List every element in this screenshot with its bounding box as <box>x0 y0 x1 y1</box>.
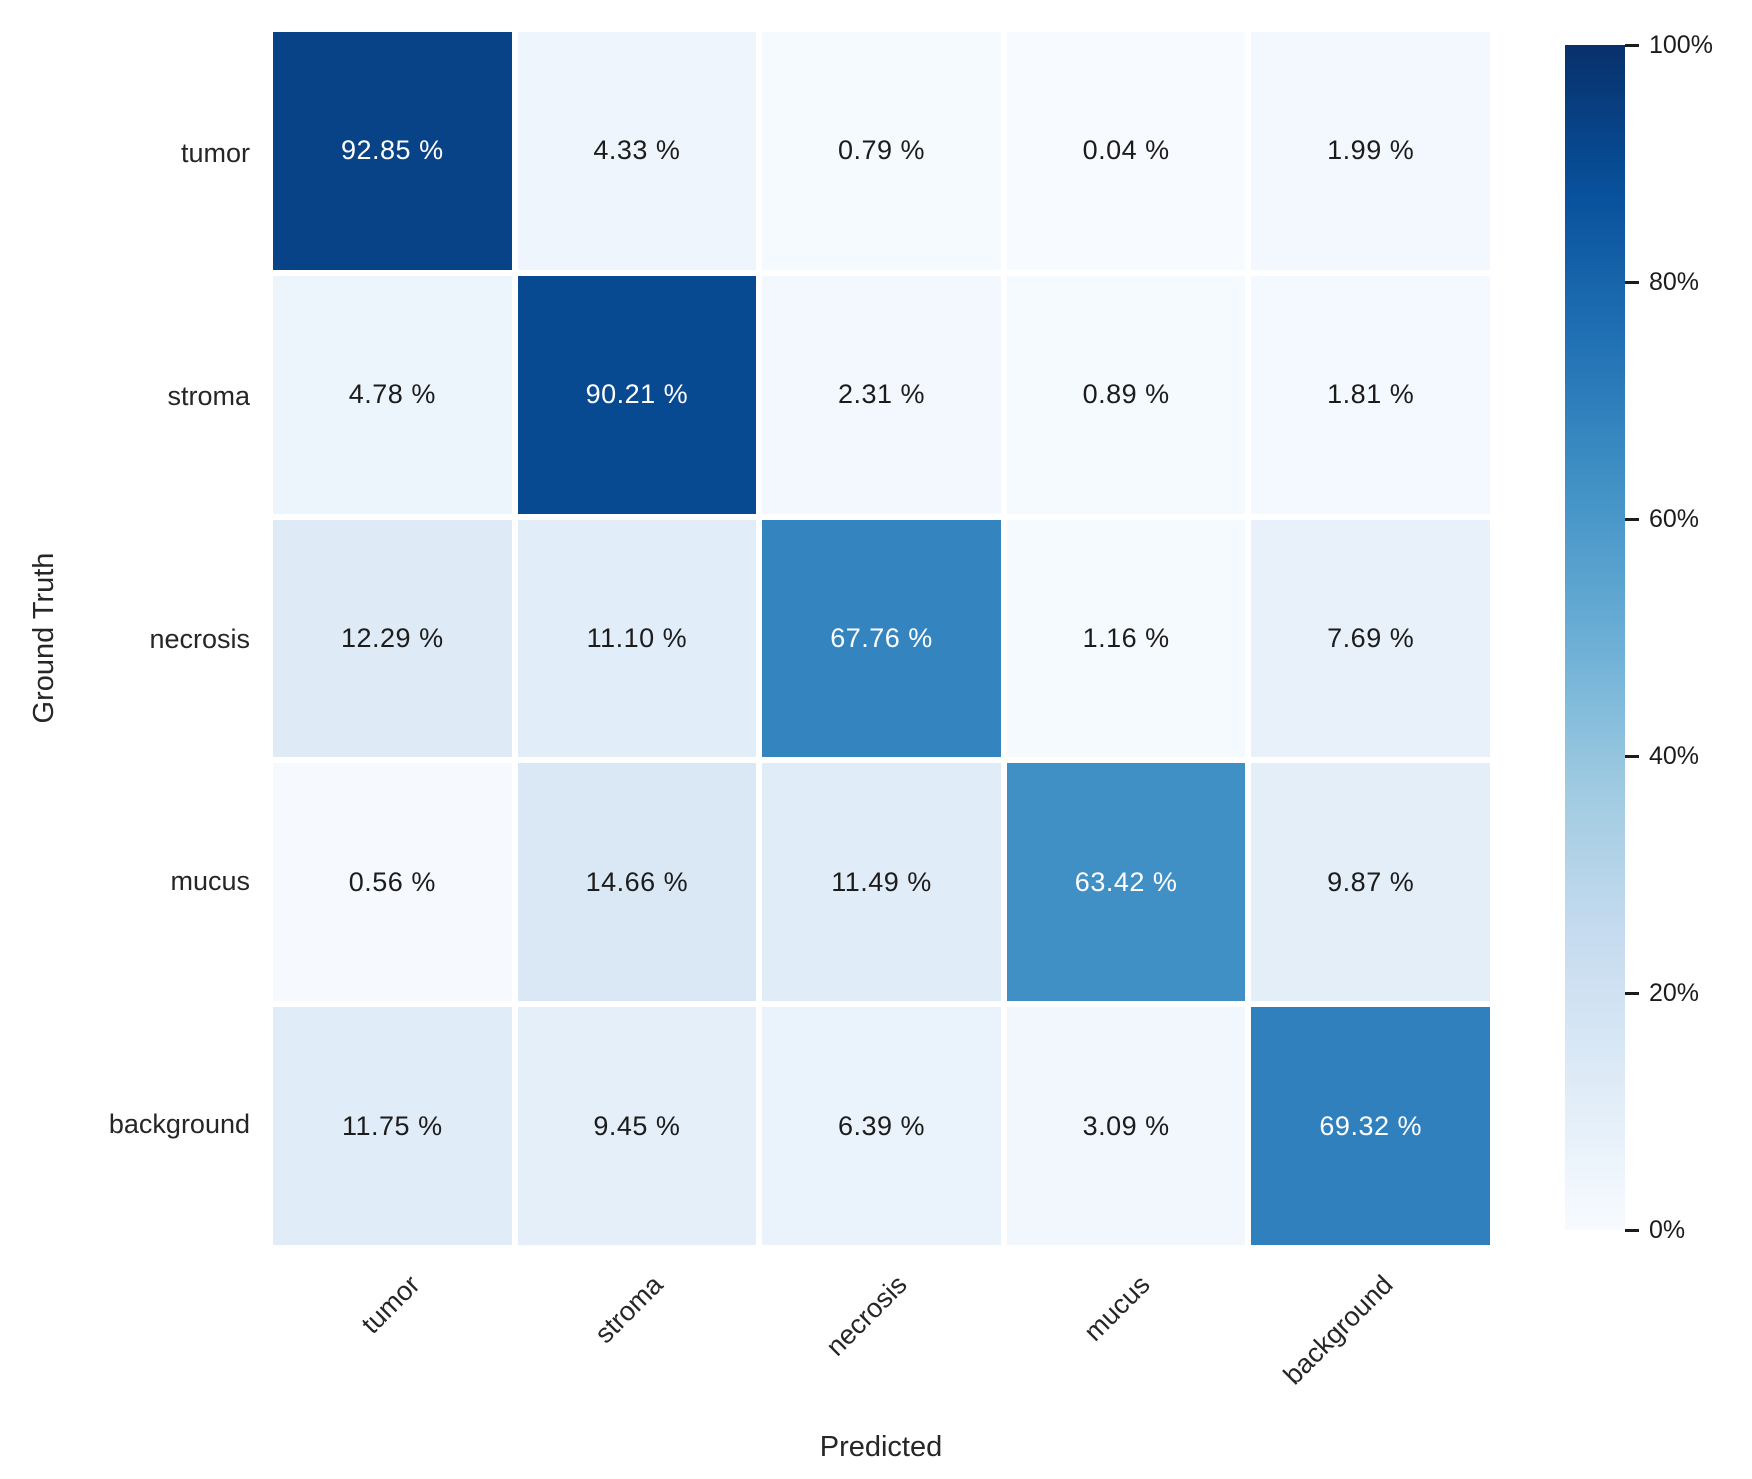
matrix-cell-tumor-stroma: 4.33 % <box>517 32 757 270</box>
colorbar-tick-label-40%: 40% <box>1649 742 1700 770</box>
colorbar-tick-mark <box>1625 1228 1639 1232</box>
confusion-matrix-grid: 92.85 % 4.33 % 0.79 % 0.04 % 1.99 % 4.78 % 90.… <box>273 32 1490 1245</box>
matrix-cell-tumor-mucus: 0.04 % <box>1006 32 1246 270</box>
matrix-cell-stroma-background: 1.81 % <box>1251 275 1490 514</box>
colorbar-tick-mark <box>1625 43 1639 47</box>
y-tick-label-stroma: stroma <box>167 380 250 411</box>
matrix-cell-background-background: 69.32 % <box>1251 1007 1490 1245</box>
x-tick-label-mucus: mucus <box>1078 1269 1156 1347</box>
colorbar-tick-mark <box>1625 517 1639 521</box>
x-tick-label-tumor: tumor <box>355 1269 426 1340</box>
colorbar <box>1565 45 1625 1230</box>
matrix-cell-necrosis-necrosis: 67.76 % <box>762 519 1001 758</box>
y-tick-label-background: background <box>108 1108 250 1139</box>
matrix-cell-mucus-mucus: 63.42 % <box>1006 763 1246 1002</box>
matrix-cell-background-tumor: 11.75 % <box>273 1007 512 1245</box>
matrix-cell-mucus-tumor: 0.56 % <box>273 763 512 1002</box>
x-tick-label-stroma: stroma <box>589 1269 669 1349</box>
matrix-cell-background-necrosis: 6.39 % <box>762 1007 1001 1245</box>
colorbar-tick-label-60%: 60% <box>1649 505 1700 533</box>
matrix-cell-background-mucus: 3.09 % <box>1006 1007 1246 1245</box>
y-tick-label-necrosis: necrosis <box>149 623 250 654</box>
matrix-cell-stroma-stroma: 90.21 % <box>517 275 757 514</box>
matrix-cell-necrosis-background: 7.69 % <box>1251 519 1490 758</box>
matrix-cell-mucus-stroma: 14.66 % <box>517 763 757 1002</box>
matrix-cell-stroma-tumor: 4.78 % <box>273 275 512 514</box>
colorbar-tick-mark <box>1625 754 1639 758</box>
y-tick-label-tumor: tumor <box>180 138 250 169</box>
colorbar-tick-label-0%: 0% <box>1649 1216 1686 1244</box>
matrix-cell-necrosis-mucus: 1.16 % <box>1006 519 1246 758</box>
matrix-cell-tumor-background: 1.99 % <box>1251 32 1490 270</box>
colorbar-tick-mark <box>1625 280 1639 284</box>
matrix-cell-necrosis-stroma: 11.10 % <box>517 519 757 758</box>
matrix-cell-background-stroma: 9.45 % <box>517 1007 757 1245</box>
matrix-cell-tumor-necrosis: 0.79 % <box>762 32 1001 270</box>
x-tick-label-background: background <box>1277 1269 1399 1391</box>
x-tick-label-necrosis: necrosis <box>819 1269 913 1362</box>
y-tick-label-mucus: mucus <box>170 866 250 897</box>
matrix-cell-mucus-necrosis: 11.49 % <box>762 763 1001 1002</box>
x-axis-title: Predicted <box>819 1431 943 1463</box>
colorbar-tick-mark <box>1625 991 1639 995</box>
matrix-cell-stroma-mucus: 0.89 % <box>1006 275 1246 514</box>
colorbar-tick-label-20%: 20% <box>1649 979 1700 1007</box>
colorbar-tick-label-100%: 100% <box>1649 31 1713 59</box>
matrix-cell-tumor-tumor: 92.85 % <box>273 32 512 270</box>
matrix-cell-mucus-background: 9.87 % <box>1251 763 1490 1002</box>
colorbar-tick-label-80%: 80% <box>1649 268 1700 296</box>
matrix-cell-necrosis-tumor: 12.29 % <box>273 519 512 758</box>
matrix-cell-stroma-necrosis: 2.31 % <box>762 275 1001 514</box>
